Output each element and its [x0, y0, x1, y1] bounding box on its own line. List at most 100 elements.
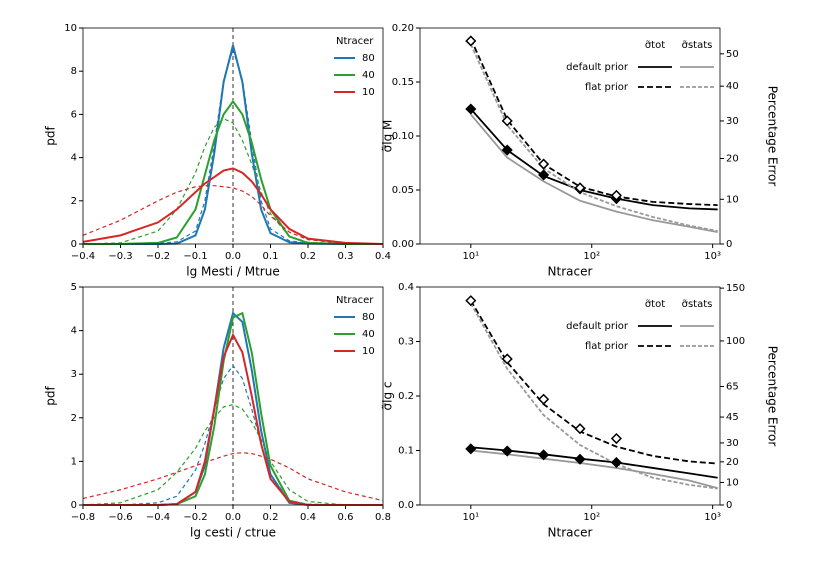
y2-tick-label: 30	[726, 116, 739, 127]
x-tick-label: −0.6	[108, 512, 132, 523]
y2-axis-label: Percentage Error	[766, 346, 780, 447]
diamond-marker	[574, 182, 586, 194]
x-tick-label: 0.6	[338, 512, 354, 523]
series-line	[82, 167, 384, 245]
diamond-marker	[465, 103, 477, 115]
x-tick-label: 10²	[583, 512, 600, 523]
y-tick-label: 3	[71, 369, 77, 380]
x-tick-label: 0.2	[263, 512, 279, 523]
x-tick-label: 10³	[704, 512, 721, 523]
x-tick-label: 0.2	[300, 251, 316, 262]
y-axis-label: σ̃lg c	[381, 382, 395, 411]
x-axis-label: lg Mesti / Mtrue	[186, 265, 279, 279]
legend-column-label: σ̃tot	[645, 298, 665, 310]
y-tick-label: 2	[71, 196, 77, 207]
y-tick-label: 6	[71, 109, 77, 120]
legend-row-label: default prior	[566, 62, 629, 73]
series-line	[82, 404, 383, 506]
x-axis-label: lg cesti / ctrue	[190, 526, 276, 540]
diamond-marker	[501, 353, 513, 365]
legend-title: Ntracer	[336, 295, 374, 306]
diamond-marker	[465, 35, 477, 47]
series-line	[470, 302, 718, 490]
y2-tick-label: 10	[726, 194, 739, 205]
series-line	[83, 99, 383, 245]
legend-label: 80	[362, 53, 375, 64]
legend-column-label: σ̃tot	[645, 39, 665, 51]
legend-title: Ntracer	[336, 36, 374, 47]
y-tick-label: 4	[71, 153, 77, 164]
diamond-marker	[538, 169, 550, 181]
y2-tick-label: 50	[726, 49, 739, 60]
x-tick-label: −0.2	[146, 251, 170, 262]
diamond-marker	[610, 432, 622, 445]
plot-frame	[82, 286, 384, 506]
y-tick-label: 10	[64, 23, 77, 34]
diamond-marker	[574, 453, 586, 465]
y-tick-label: 0.20	[392, 23, 414, 34]
y-tick-label: 2	[71, 413, 77, 424]
series-line	[470, 449, 718, 489]
series-line	[83, 47, 383, 245]
x-tick-label: −0.3	[108, 251, 132, 262]
series-line	[470, 300, 718, 465]
series-line	[469, 43, 718, 232]
y-tick-label: 8	[71, 66, 77, 77]
diamond-marker	[465, 295, 477, 307]
y-tick-label: 0	[71, 239, 77, 250]
series-line	[82, 452, 384, 502]
series-line	[470, 446, 718, 479]
y2-axis-label: Percentage Error	[766, 86, 780, 187]
series-line	[469, 38, 718, 207]
x-tick-label: 10³	[704, 251, 721, 262]
diamond-marker	[610, 456, 622, 469]
x-tick-label: −0.4	[71, 251, 95, 262]
legend-label: 10	[362, 346, 375, 357]
y-tick-label: 4	[71, 326, 77, 337]
y-tick-label: 0.10	[392, 131, 414, 142]
y-axis-label: σ̃lg M	[381, 120, 395, 153]
plot-frame	[82, 27, 384, 245]
x-tick-label: 0.8	[375, 512, 391, 523]
diamond-marker	[538, 449, 550, 461]
x-tick-label: 10¹	[462, 251, 479, 262]
series-line	[470, 108, 718, 211]
y-tick-label: 0.2	[398, 391, 414, 402]
legend-column-label: σ̃stats	[682, 298, 713, 310]
x-axis-label: Ntracer	[548, 265, 593, 279]
diamond-marker	[501, 115, 513, 127]
y-axis-label: pdf	[44, 126, 58, 146]
series-line	[470, 113, 718, 234]
series-line	[82, 185, 384, 245]
plot-frame	[419, 286, 721, 506]
x-tick-label: −0.2	[183, 512, 207, 523]
y2-tick-label: 40	[726, 81, 739, 92]
x-tick-label: −0.4	[146, 512, 170, 523]
y-tick-label: 0	[71, 500, 77, 511]
diamond-marker	[538, 393, 550, 405]
diamond-marker	[538, 158, 550, 170]
legend-row-label: default prior	[566, 321, 629, 332]
series-line	[83, 332, 383, 506]
y-tick-label: 0.05	[392, 185, 414, 196]
x-axis-label: Ntracer	[548, 526, 593, 540]
y2-tick-label: 0	[726, 239, 732, 250]
y-tick-label: 0.4	[398, 282, 414, 293]
y-axis-label: pdf	[44, 386, 58, 406]
y2-tick-label: 30	[726, 438, 739, 449]
plot-frame	[419, 27, 721, 245]
y2-tick-label: 65	[726, 381, 739, 392]
diamond-marker	[501, 445, 513, 457]
diamond-marker	[501, 144, 513, 156]
diamond-marker	[610, 189, 622, 201]
y-tick-label: 0.15	[392, 77, 414, 88]
legend-row-label: flat prior	[585, 82, 629, 93]
legend-label: 10	[362, 87, 375, 98]
y-tick-label: 0.00	[392, 239, 414, 250]
y2-tick-label: 20	[726, 457, 739, 468]
x-tick-label: 0.4	[375, 251, 391, 262]
x-tick-label: 0.4	[300, 512, 316, 523]
y2-tick-label: 20	[726, 153, 739, 164]
x-tick-label: 0.0	[225, 512, 241, 523]
